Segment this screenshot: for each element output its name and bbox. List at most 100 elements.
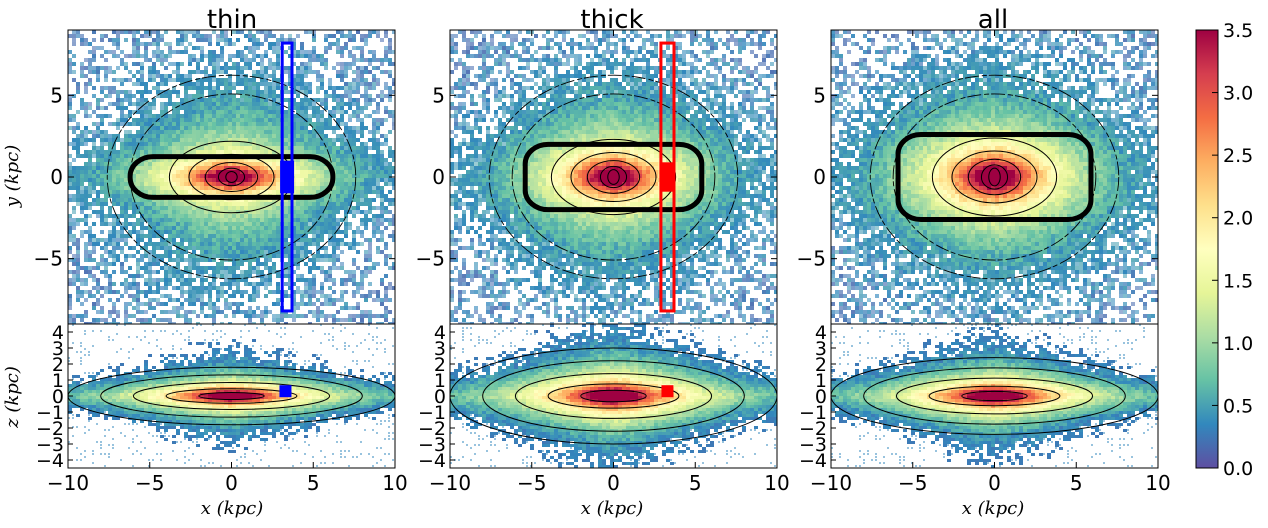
heatmap-cell — [172, 182, 176, 186]
heatmap-cell — [292, 130, 296, 134]
heatmap-cell — [272, 142, 276, 146]
heatmap-cell — [348, 46, 352, 50]
heatmap-cell — [112, 114, 116, 118]
heatmap-cell — [224, 230, 228, 234]
heatmap-cell — [232, 250, 236, 254]
heatmap-cell — [184, 238, 188, 242]
heatmap-cell — [376, 210, 380, 214]
heatmap-cell — [252, 170, 256, 174]
heatmap-cell — [152, 226, 156, 230]
heatmap-cell — [96, 270, 100, 274]
heatmap-cell — [112, 242, 116, 246]
heatmap-cell — [220, 106, 224, 110]
heatmap-cell — [252, 138, 256, 142]
heatmap-cell — [172, 70, 176, 74]
heatmap-cell — [376, 262, 380, 266]
heatmap-cell — [100, 250, 104, 254]
heatmap-cell — [288, 150, 292, 154]
heatmap-cell — [380, 138, 384, 142]
heatmap-cell — [172, 122, 176, 126]
heatmap-cell — [224, 42, 228, 46]
heatmap-cell — [232, 58, 236, 62]
heatmap-cell — [264, 218, 268, 222]
heatmap-cell — [356, 74, 360, 78]
heatmap-cell — [372, 46, 376, 50]
heatmap-cell — [216, 178, 220, 182]
heatmap-cell — [380, 78, 384, 82]
heatmap-cell — [180, 254, 184, 258]
heatmap-cell — [300, 214, 304, 218]
heatmap-cell — [196, 58, 200, 62]
heatmap-cell — [288, 82, 292, 86]
heatmap-cell — [304, 174, 308, 178]
heatmap-cell — [84, 34, 88, 38]
heatmap-cell — [328, 106, 332, 110]
heatmap-cell — [352, 94, 356, 98]
heatmap-cell — [68, 142, 72, 146]
heatmap-cell — [184, 110, 188, 114]
heatmap-cell — [216, 86, 220, 90]
heatmap-cell — [252, 134, 256, 138]
heatmap-cell — [276, 250, 280, 254]
heatmap-cell — [92, 138, 96, 142]
heatmap-cell — [172, 126, 176, 130]
heatmap-cell — [300, 46, 304, 50]
heatmap-cell — [196, 34, 200, 38]
heatmap-cell — [388, 34, 392, 38]
heatmap-cell — [80, 250, 84, 254]
heatmap-cell — [308, 174, 312, 178]
heatmap-cell — [132, 234, 136, 238]
heatmap-cell — [224, 74, 228, 78]
heatmap-cell — [200, 94, 204, 98]
heatmap-cell — [344, 230, 348, 234]
heatmap-cell — [320, 62, 324, 66]
heatmap-cell — [172, 242, 176, 246]
heatmap-cell — [272, 238, 276, 242]
heatmap-cell — [236, 210, 240, 214]
heatmap-cell — [356, 82, 360, 86]
heatmap-cell — [72, 198, 76, 202]
heatmap-cell — [92, 166, 96, 170]
heatmap-cell — [156, 70, 160, 74]
heatmap-cell — [328, 210, 332, 214]
heatmap-cell — [120, 238, 124, 242]
heatmap-cell — [392, 150, 395, 154]
heatmap-cell — [168, 190, 172, 194]
heatmap-cell — [116, 238, 120, 242]
heatmap-cell — [328, 122, 332, 126]
heatmap-cell — [300, 102, 304, 106]
heatmap-cell — [172, 110, 176, 114]
heatmap-cell — [140, 46, 144, 50]
heatmap-cell — [224, 254, 228, 258]
heatmap-cell — [248, 242, 252, 246]
heatmap-cell — [116, 94, 120, 98]
heatmap-cell — [272, 34, 276, 38]
heatmap-cell — [96, 66, 100, 70]
heatmap-cell — [336, 54, 340, 58]
heatmap-cell — [272, 258, 276, 262]
heatmap-cell — [356, 66, 360, 70]
heatmap-cell — [252, 238, 256, 242]
heatmap-cell — [296, 118, 300, 122]
heatmap-cell — [84, 122, 88, 126]
heatmap-cell — [160, 226, 164, 230]
heatmap-cell — [136, 218, 140, 222]
heatmap-cell — [260, 222, 264, 226]
heatmap-cell — [104, 206, 108, 210]
heatmap-cell — [76, 246, 80, 250]
heatmap-cell — [216, 50, 220, 54]
heatmap-cell — [332, 86, 336, 90]
heatmap-cell — [148, 214, 152, 218]
heatmap-cell — [96, 110, 100, 114]
heatmap-cell — [272, 206, 276, 210]
heatmap-cell — [388, 230, 392, 234]
heatmap-cell — [80, 270, 84, 274]
heatmap-cell — [372, 210, 376, 214]
heatmap-cell — [256, 126, 260, 130]
heatmap-cell — [96, 174, 100, 178]
heatmap-cell — [160, 82, 164, 86]
heatmap-cell — [140, 230, 144, 234]
heatmap-cell — [104, 254, 108, 258]
heatmap-cell — [212, 86, 216, 90]
heatmap-cell — [68, 242, 72, 246]
